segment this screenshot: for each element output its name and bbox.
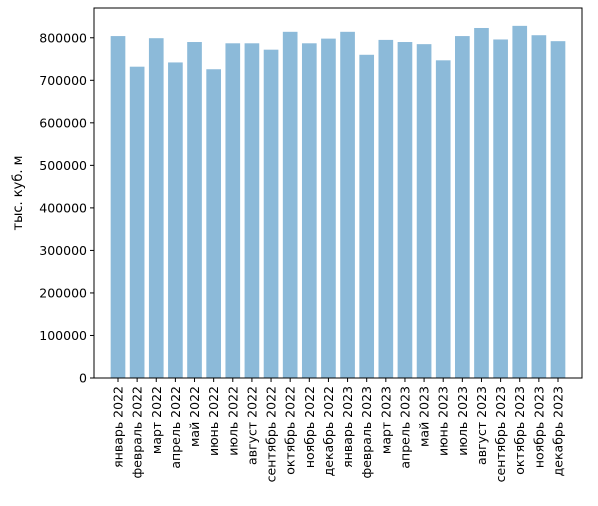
bar <box>110 36 126 378</box>
bar <box>493 39 508 378</box>
bars-group <box>110 25 566 379</box>
bar <box>340 31 355 378</box>
x-tick-label: сентябрь 2023 <box>493 386 508 482</box>
bar <box>531 35 547 378</box>
x-tick-label: май 2022 <box>187 386 202 447</box>
x-tick-label: декабрь 2022 <box>321 386 336 476</box>
bar <box>129 66 145 378</box>
bar <box>282 31 298 378</box>
x-tick-label: ноябрь 2022 <box>302 386 317 468</box>
y-tick-label: 400000 <box>39 200 87 215</box>
bar <box>168 62 183 378</box>
y-tick-label: 700000 <box>39 73 87 88</box>
x-tick-label: июнь 2023 <box>436 386 451 456</box>
bar <box>455 36 470 378</box>
bar <box>359 54 375 378</box>
bar <box>225 43 241 379</box>
x-tick-label: апрель 2023 <box>397 386 412 469</box>
bar <box>187 42 202 379</box>
bar <box>321 38 336 379</box>
bar <box>378 39 394 379</box>
bar <box>148 38 164 378</box>
x-axis: январь 2022 февраль 2022 март 2022 апрель 2… <box>111 378 566 482</box>
x-tick-label: январь 2023 <box>340 386 355 468</box>
y-tick-label: 300000 <box>39 243 87 258</box>
bar <box>550 41 566 379</box>
x-tick-label: октябрь 2022 <box>283 386 298 475</box>
bar <box>435 60 451 379</box>
y-tick-label: 500000 <box>39 158 87 173</box>
y-tick-label: 100000 <box>39 328 87 343</box>
x-tick-label: март 2023 <box>378 386 393 454</box>
x-tick-label: сентябрь 2022 <box>264 386 279 482</box>
x-tick-label: декабрь 2023 <box>551 386 566 476</box>
x-tick-label: октябрь 2023 <box>512 386 527 475</box>
bar <box>206 69 221 379</box>
x-tick-label: июль 2022 <box>225 386 240 456</box>
x-tick-label: май 2023 <box>417 386 432 447</box>
plot-frame <box>93 7 583 379</box>
x-tick-label: февраль 2022 <box>130 386 145 478</box>
bar <box>512 25 528 379</box>
bar <box>244 43 260 379</box>
x-tick-label: ноябрь 2023 <box>531 386 546 468</box>
y-tick-label: 0 <box>79 371 87 386</box>
x-tick-label: июль 2023 <box>455 386 470 456</box>
y-tick-label: 600000 <box>39 115 87 130</box>
bar <box>397 42 413 379</box>
x-tick-label: июнь 2022 <box>206 386 221 456</box>
x-tick-label: февраль 2023 <box>359 386 374 478</box>
x-tick-label: март 2022 <box>149 386 164 454</box>
x-tick-label: апрель 2022 <box>168 386 183 469</box>
bar <box>474 27 489 379</box>
y-axis: 0 100000 200000 300000 400000 500000 600000 700… <box>39 30 94 386</box>
y-tick-label: 200000 <box>39 285 87 300</box>
y-tick-label: 800000 <box>39 30 87 45</box>
y-axis-label: тыс. куб. м <box>11 156 26 231</box>
x-tick-label: август 2023 <box>474 386 489 465</box>
x-tick-label: январь 2022 <box>111 386 126 468</box>
x-tick-label: август 2022 <box>244 386 259 465</box>
bar <box>416 44 432 379</box>
bar <box>263 49 279 379</box>
bar <box>301 43 317 379</box>
